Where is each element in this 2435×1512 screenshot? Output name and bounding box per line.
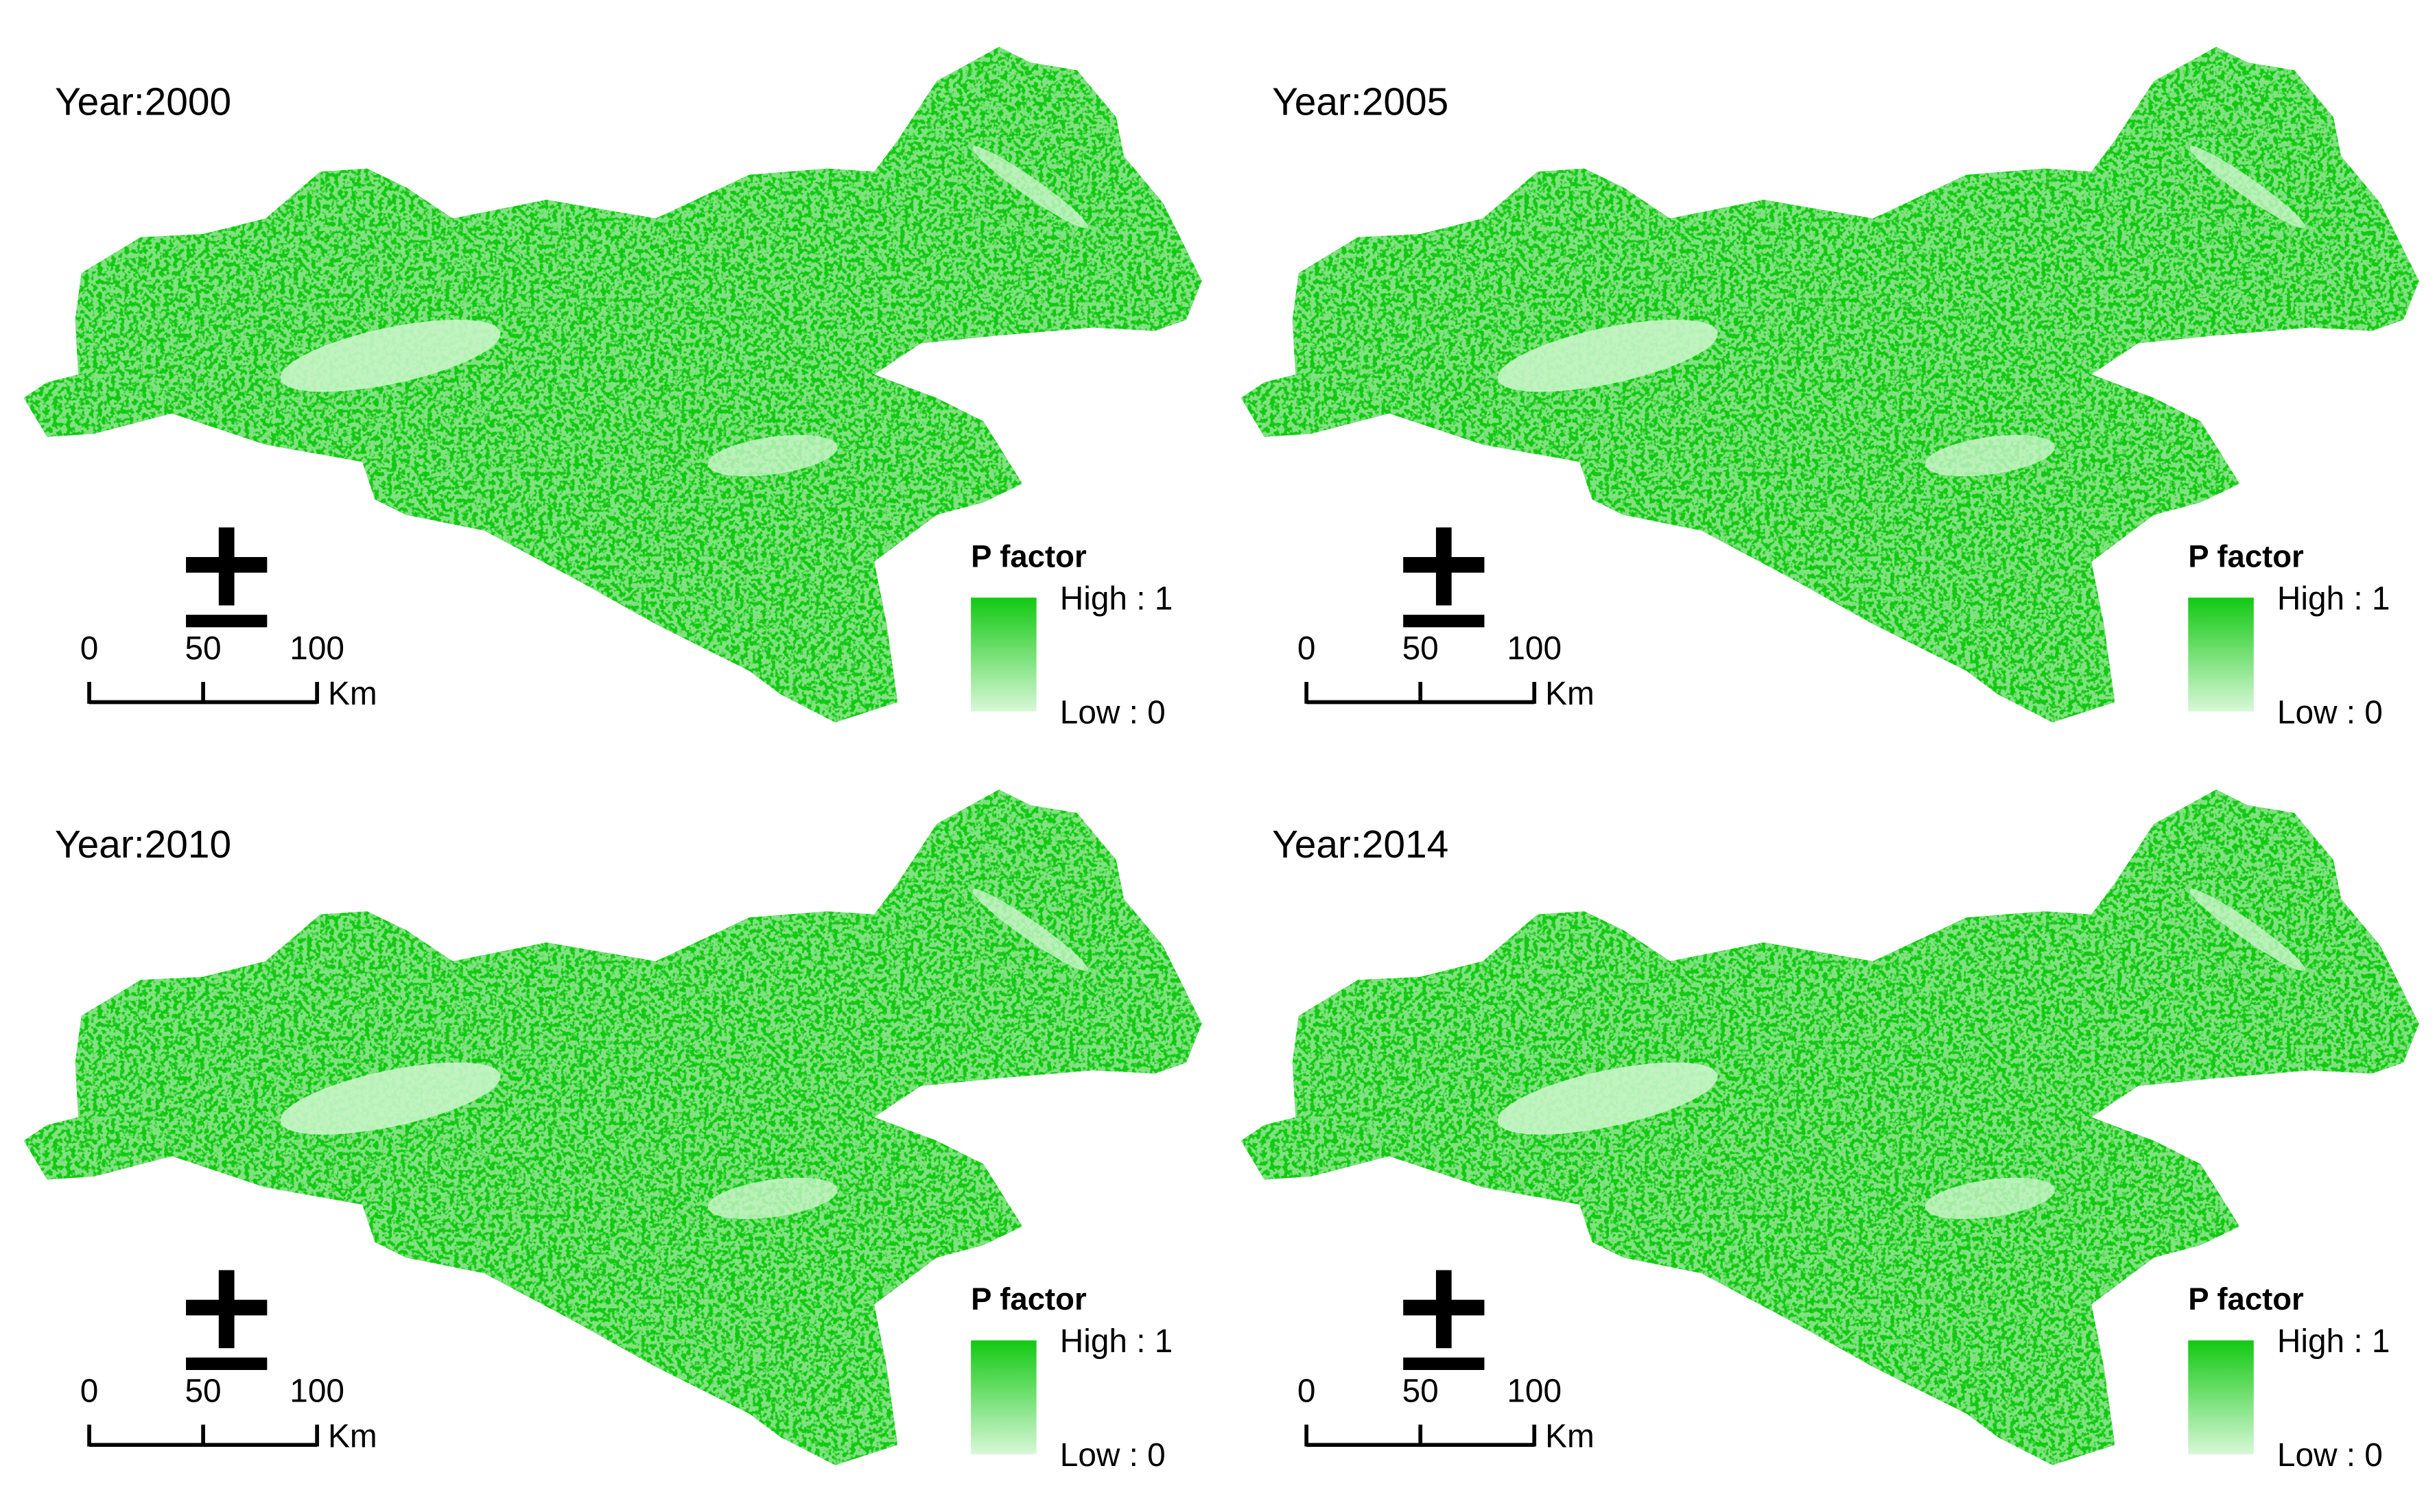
scale-label: 100 bbox=[1507, 1373, 1562, 1410]
light-area bbox=[1925, 1177, 2056, 1219]
legend-ramp bbox=[2188, 1340, 2254, 1454]
legend-ramp bbox=[2188, 598, 2254, 712]
north-arrow bbox=[1403, 1299, 1485, 1316]
scale-label: 50 bbox=[1402, 1373, 1439, 1410]
light-area bbox=[2189, 146, 2305, 228]
scale-unit: Km bbox=[328, 1419, 377, 1455]
light-area bbox=[2189, 888, 2305, 971]
legend-title: P factor bbox=[971, 1281, 1087, 1316]
legend-title: P factor bbox=[2188, 1281, 2304, 1316]
map-panel: Year:2010 0 50 100 Km P factor High : 1 Low : 0 bbox=[23, 789, 1202, 1474]
basin-texture bbox=[1240, 789, 2419, 1465]
scale-unit: Km bbox=[1545, 1419, 1595, 1455]
panel-title: Year:2014 bbox=[1272, 823, 1448, 866]
legend-high: High : 1 bbox=[1060, 1323, 1173, 1360]
north-arrow bbox=[186, 1299, 268, 1316]
legend-low: Low : 0 bbox=[1060, 694, 1166, 731]
legend-high: High : 1 bbox=[2277, 1323, 2390, 1360]
north-arrow bbox=[186, 557, 268, 573]
scale-label: 100 bbox=[290, 630, 344, 667]
legend-ramp bbox=[971, 1340, 1037, 1454]
basin-texture bbox=[1240, 47, 2419, 723]
north-arrow bbox=[1403, 1357, 1485, 1371]
legend-high: High : 1 bbox=[1060, 580, 1173, 617]
light-area bbox=[1925, 435, 2056, 477]
map-panel: Year:2014 0 50 100 Km P factor High : 1 Low : 0 bbox=[1240, 789, 2419, 1474]
legend-high: High : 1 bbox=[2277, 580, 2390, 617]
scale-label: 100 bbox=[1507, 630, 1562, 667]
scale-unit: Km bbox=[1545, 676, 1595, 712]
map-panel: Year:2005 0 50 100 Km P factor High : 1 Low : 0 bbox=[1240, 47, 2419, 731]
north-arrow bbox=[186, 1357, 268, 1371]
basin-texture bbox=[23, 47, 1202, 723]
legend-low: Low : 0 bbox=[2277, 1437, 2383, 1474]
north-arrow bbox=[1403, 615, 1485, 628]
panel-title: Year:2010 bbox=[55, 823, 231, 866]
scale-label: 0 bbox=[80, 1373, 99, 1410]
scale-label: 0 bbox=[80, 630, 99, 667]
panel-title: Year:2000 bbox=[55, 80, 231, 123]
light-area bbox=[972, 146, 1088, 228]
scale-unit: Km bbox=[328, 676, 377, 712]
scale-label: 50 bbox=[185, 1373, 222, 1410]
scale-label: 0 bbox=[1297, 1373, 1316, 1410]
legend-low: Low : 0 bbox=[2277, 694, 2383, 731]
north-arrow bbox=[186, 615, 268, 628]
light-area bbox=[1497, 320, 1718, 392]
legend-title: P factor bbox=[2188, 539, 2304, 574]
basin-texture bbox=[23, 789, 1202, 1465]
panel-title: Year:2005 bbox=[1272, 80, 1448, 123]
light-area bbox=[1497, 1062, 1718, 1135]
legend-title: P factor bbox=[971, 539, 1087, 574]
scale-label: 50 bbox=[185, 630, 222, 667]
light-area bbox=[280, 320, 501, 392]
light-area bbox=[707, 1177, 838, 1219]
light-area bbox=[707, 435, 838, 477]
light-area bbox=[280, 1062, 501, 1135]
scale-label: 0 bbox=[1297, 630, 1316, 667]
legend-ramp bbox=[971, 598, 1037, 712]
scale-label: 50 bbox=[1402, 630, 1439, 667]
map-panel: Year:2000 0 50 100 Km P factor High : 1 Low : 0 bbox=[23, 47, 1202, 731]
legend-low: Low : 0 bbox=[1060, 1437, 1166, 1474]
light-area bbox=[972, 888, 1088, 971]
scale-label: 100 bbox=[290, 1373, 344, 1410]
north-arrow bbox=[1403, 557, 1485, 573]
